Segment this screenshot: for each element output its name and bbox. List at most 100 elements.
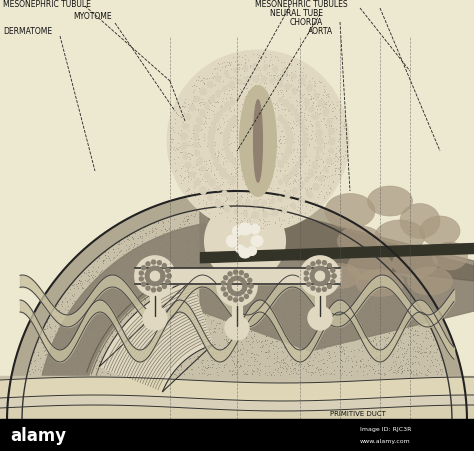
Point (372, 354, 379, 361)
Point (303, 136, 311, 143)
Point (154, 340, 161, 347)
Point (354, 410, 362, 417)
Point (364, 282, 372, 289)
Ellipse shape (284, 84, 291, 91)
Point (330, 349, 338, 356)
Point (155, 269, 163, 276)
Point (158, 252, 166, 259)
Point (333, 153, 340, 160)
Point (151, 328, 159, 335)
Point (252, 307, 260, 314)
Point (46, 415, 53, 423)
Point (238, 377, 246, 384)
Point (225, 379, 232, 386)
Point (328, 161, 335, 168)
Point (348, 368, 356, 375)
Point (305, 287, 313, 294)
Point (332, 327, 340, 335)
Point (345, 356, 352, 364)
Point (262, 397, 269, 404)
Point (264, 70, 271, 77)
Point (412, 340, 420, 347)
Point (255, 369, 263, 377)
Point (300, 302, 308, 309)
Point (192, 83, 200, 91)
Point (193, 410, 201, 417)
Point (332, 319, 340, 327)
Point (149, 239, 156, 246)
Point (223, 398, 231, 405)
Point (242, 151, 250, 158)
Point (259, 414, 266, 421)
Point (245, 311, 253, 318)
Point (290, 252, 298, 259)
Point (209, 297, 217, 304)
Point (205, 75, 212, 83)
Point (416, 321, 424, 328)
Point (207, 401, 214, 409)
Point (245, 171, 253, 178)
Point (227, 291, 234, 299)
Point (33, 392, 41, 399)
Point (267, 411, 275, 419)
Point (344, 377, 352, 384)
Point (299, 65, 307, 73)
Point (305, 242, 313, 249)
Point (429, 336, 437, 343)
Point (302, 365, 310, 373)
Point (374, 257, 382, 264)
Point (363, 266, 370, 273)
Point (34, 384, 41, 391)
Point (93, 374, 100, 382)
Point (88, 268, 95, 276)
Point (200, 342, 207, 350)
Point (206, 380, 213, 387)
Point (121, 324, 128, 331)
Point (230, 391, 237, 398)
Point (276, 256, 283, 263)
Point (187, 338, 194, 345)
Ellipse shape (208, 141, 215, 149)
Point (261, 217, 268, 224)
Point (281, 359, 289, 367)
Point (306, 162, 313, 169)
Point (201, 231, 209, 238)
Point (29, 369, 36, 376)
Point (215, 349, 223, 356)
Point (223, 354, 230, 361)
Point (294, 322, 302, 330)
Point (177, 252, 184, 259)
Point (203, 218, 211, 225)
Point (396, 409, 403, 416)
Point (202, 191, 210, 198)
Point (125, 332, 132, 340)
Point (216, 378, 223, 385)
Point (330, 260, 338, 267)
Point (307, 311, 314, 318)
Point (99, 296, 106, 304)
Point (119, 251, 127, 258)
Point (202, 211, 210, 218)
Point (300, 291, 308, 299)
Point (332, 313, 340, 320)
Point (311, 245, 319, 252)
Point (285, 262, 292, 269)
Ellipse shape (367, 187, 412, 216)
Point (210, 269, 218, 276)
Point (306, 274, 314, 281)
Point (229, 186, 237, 193)
Point (337, 357, 345, 364)
Point (300, 125, 307, 132)
Point (290, 344, 297, 351)
Point (331, 158, 338, 165)
Point (248, 414, 256, 421)
Point (395, 290, 403, 297)
Point (263, 107, 271, 115)
Point (73, 356, 80, 364)
Point (314, 92, 321, 99)
Point (272, 342, 280, 350)
Point (219, 159, 227, 166)
Point (201, 316, 209, 323)
Point (136, 295, 143, 303)
Point (251, 159, 258, 166)
